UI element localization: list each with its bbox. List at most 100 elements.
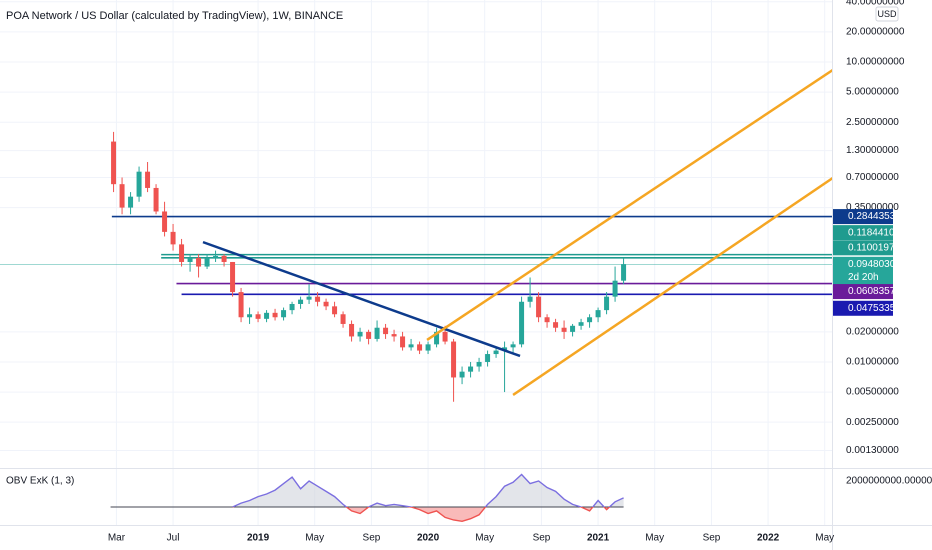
trendline bbox=[512, 177, 832, 396]
x-tick-label: 2019 bbox=[247, 533, 270, 544]
candle-body bbox=[238, 292, 244, 318]
candle-body bbox=[153, 187, 159, 212]
y-tick-label: 0.00130000 bbox=[846, 445, 899, 456]
y-tick-label: 0.00500000 bbox=[846, 387, 899, 398]
candle-body bbox=[527, 296, 533, 302]
candle-body bbox=[493, 350, 499, 355]
candle-body bbox=[621, 264, 627, 281]
currency[interactable]: USD bbox=[877, 9, 897, 19]
candle-body bbox=[383, 327, 389, 335]
y-tick-label: 0.00250000 bbox=[846, 417, 899, 428]
price-label-box bbox=[833, 225, 893, 241]
price-label-box bbox=[833, 300, 893, 316]
y-tick-label: 20.00000000 bbox=[846, 27, 905, 38]
candle-body bbox=[111, 141, 117, 185]
candle-body bbox=[442, 331, 448, 342]
candle-body bbox=[595, 310, 601, 318]
candle-body bbox=[434, 331, 440, 345]
candle-body bbox=[289, 303, 295, 311]
candle-body bbox=[485, 354, 491, 362]
y-tick-label: 0.70000000 bbox=[846, 172, 899, 183]
candle-body bbox=[408, 344, 414, 348]
y-tick-label: 5.00000000 bbox=[846, 87, 899, 98]
price-label-box bbox=[833, 284, 893, 300]
candle-body bbox=[247, 314, 253, 318]
price-label: 0.11001979 bbox=[848, 242, 901, 253]
candle-body bbox=[366, 331, 372, 339]
x-tick-label: Sep bbox=[703, 533, 721, 544]
candle-body bbox=[323, 301, 329, 307]
candle-body bbox=[578, 322, 584, 326]
candle-body bbox=[570, 325, 576, 332]
candle-body bbox=[519, 301, 525, 345]
candle-body bbox=[136, 171, 142, 197]
candle-body bbox=[306, 296, 312, 300]
x-tick-label: May bbox=[475, 533, 494, 544]
price-label: 0.28443531 bbox=[848, 211, 901, 222]
candle-body bbox=[459, 371, 465, 378]
candle-body bbox=[553, 322, 559, 328]
candle-body bbox=[264, 312, 270, 319]
candle-body bbox=[612, 280, 618, 297]
countdown: 2d 20h bbox=[848, 272, 879, 283]
x-tick-label: May bbox=[645, 533, 664, 544]
grid bbox=[0, 0, 832, 525]
candle-body bbox=[145, 171, 151, 188]
price-labels: 0.28443531 0.11844103 0.11001979 0.09480307… bbox=[833, 209, 901, 316]
candle-body bbox=[179, 244, 185, 262]
candle-body bbox=[468, 366, 474, 372]
price-axis: 40.00000000 20.00000000 10.00000000 5.00000… bbox=[846, 0, 905, 456]
candle-body bbox=[315, 296, 321, 302]
x-tick-label: Sep bbox=[363, 533, 381, 544]
candle-body bbox=[196, 257, 202, 267]
indicator-line-neg bbox=[232, 506, 611, 523]
candle-body bbox=[510, 344, 516, 348]
y-tick-label: 10.00000000 bbox=[846, 57, 905, 68]
candle-body bbox=[221, 255, 227, 262]
candle-body bbox=[425, 344, 431, 351]
candle-body bbox=[255, 314, 261, 319]
candle-body bbox=[357, 331, 363, 337]
candle-body bbox=[391, 334, 397, 337]
chart-title: POA Network / US Dollar (calculated by T… bbox=[6, 10, 343, 22]
indicator-pane: 2000000000.00000000 bbox=[110, 473, 932, 523]
candle-body bbox=[587, 317, 593, 323]
candle-body bbox=[476, 361, 482, 367]
price-pane bbox=[0, 68, 832, 402]
x-tick-label: May bbox=[815, 533, 834, 544]
candle-body bbox=[298, 299, 304, 304]
currency-box[interactable] bbox=[875, 6, 899, 22]
x-tick-label: Mar bbox=[108, 533, 126, 544]
price-label: 0.11844103 bbox=[848, 227, 901, 238]
candle-body bbox=[400, 336, 406, 348]
candle-body bbox=[451, 341, 457, 378]
candle-body bbox=[349, 323, 355, 337]
candle-body bbox=[561, 327, 567, 332]
price-label: 0.06083577 bbox=[848, 286, 901, 297]
price-label: 0.09480307 bbox=[848, 259, 901, 270]
y-tick-label: 2.50000000 bbox=[846, 117, 899, 128]
candle-body bbox=[502, 347, 508, 351]
candle-body bbox=[374, 327, 380, 339]
candle-body bbox=[170, 231, 176, 245]
candle-body bbox=[204, 257, 210, 267]
indicator-line bbox=[232, 473, 624, 507]
candle-body bbox=[272, 312, 278, 318]
candle-body bbox=[340, 314, 346, 324]
trendline bbox=[202, 240, 521, 358]
x-tick-label: Sep bbox=[533, 533, 551, 544]
y-tick-label: 0.35000000 bbox=[846, 202, 899, 213]
indicator-title: OBV ExK (1, 3) bbox=[6, 476, 74, 487]
x-tick-label: May bbox=[305, 533, 324, 544]
indicator-tick-label: 2000000000.00000000 bbox=[846, 476, 932, 487]
trendline bbox=[426, 68, 832, 341]
candle-body bbox=[536, 296, 542, 318]
candle-body bbox=[187, 257, 193, 262]
price-label: 0.04753359 bbox=[848, 303, 901, 314]
indicator-area-positive bbox=[232, 474, 624, 507]
x-tick-label: 2022 bbox=[757, 533, 780, 544]
candle-body bbox=[162, 211, 168, 232]
candle-body bbox=[213, 255, 219, 258]
